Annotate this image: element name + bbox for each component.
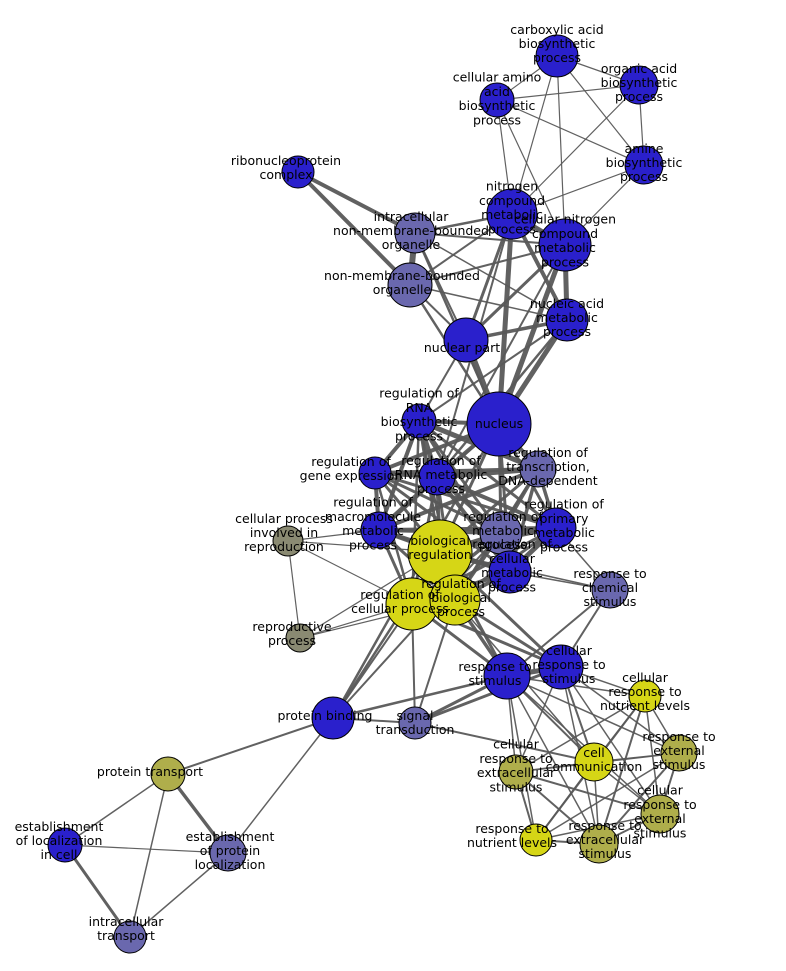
- graph-node-regulation-of-rna-biosynthetic-process[interactable]: [401, 403, 437, 439]
- graph-edge: [409, 284, 568, 321]
- graph-node-reproductive-process[interactable]: [285, 623, 315, 653]
- graph-edge: [129, 773, 169, 938]
- graph-node-regulation-of-rna-metabolic-process[interactable]: [418, 458, 456, 496]
- graph-node-cellular-process-involved-in-reproduction[interactable]: [272, 525, 304, 557]
- graph-node-regulation-of-macromolecule-metabolic-process[interactable]: [360, 511, 398, 549]
- graph-node-nucleic-acid-metabolic-process[interactable]: [545, 298, 589, 342]
- graph-node-regulation-of-metabolic-process[interactable]: [479, 511, 523, 555]
- graph-node-establishment-of-localization-in-cell[interactable]: [47, 827, 83, 863]
- graph-node-response-to-chemical-stimulus[interactable]: [591, 571, 629, 609]
- graph-edge: [598, 752, 680, 845]
- graph-node-cellular-response-to-external-stimulus[interactable]: [640, 794, 680, 834]
- graph-edge: [296, 170, 417, 235]
- graph-node-nucleus[interactable]: [466, 391, 532, 457]
- graph-edge: [515, 695, 646, 773]
- graph-edge: [418, 319, 568, 422]
- graph-edge: [598, 695, 646, 845]
- graph-node-cellular-response-to-extracellular-stimulus[interactable]: [498, 754, 534, 790]
- graph-node-response-to-stimulus[interactable]: [483, 652, 531, 700]
- graph-node-nuclear-part[interactable]: [443, 317, 489, 363]
- graph-edge: [296, 170, 412, 287]
- graph-edge: [413, 665, 563, 725]
- graph-edge: [506, 675, 600, 845]
- graph-node-response-to-extracellular-stimulus[interactable]: [579, 824, 619, 864]
- graph-node-intracellular-non-membrane-bounded-organelle[interactable]: [394, 212, 436, 254]
- nodes-layer[interactable]: [47, 34, 698, 954]
- graph-node-non-membrane-bounded-organelle[interactable]: [387, 262, 433, 308]
- graph-node-nitrogen-compound-metabolic-process[interactable]: [486, 188, 538, 240]
- graph-node-regulation-of-gene-expression[interactable]: [358, 456, 392, 490]
- graph-edge: [64, 773, 169, 846]
- graph-node-regulation-of-cellular-metabolic-process[interactable]: [488, 550, 532, 594]
- graph-node-cellular-response-to-stimulus[interactable]: [538, 644, 584, 690]
- graph-edge: [64, 844, 229, 854]
- graph-node-response-to-nutrient-levels[interactable]: [519, 823, 553, 857]
- graph-edge: [644, 695, 661, 815]
- graph-edge: [414, 232, 568, 321]
- edges-layer: [63, 55, 680, 939]
- graph-edge: [287, 540, 301, 639]
- graph-node-protein-binding[interactable]: [311, 696, 355, 740]
- graph-node-organic-acid-biosynthetic-process[interactable]: [619, 65, 659, 105]
- graph-edge: [496, 211, 515, 427]
- graph-node-signal-transduction[interactable]: [398, 706, 432, 740]
- graph-edge: [496, 99, 645, 166]
- graph-edge: [331, 674, 509, 720]
- graph-edge: [227, 717, 334, 854]
- graph-edge: [511, 84, 640, 215]
- graph-node-label: protein transport: [97, 764, 203, 779]
- graph-edge: [414, 722, 595, 763]
- graph-node-amine-biosynthetic-process[interactable]: [624, 145, 664, 185]
- graph-node-ribonucleoprotein-complex[interactable]: [281, 155, 315, 189]
- graph-edge: [535, 752, 680, 841]
- graph-node-cellular-response-to-nutrient-levels[interactable]: [628, 679, 662, 713]
- graph-edge: [496, 99, 566, 246]
- graph-edge: [129, 852, 229, 938]
- graph-edge: [556, 55, 566, 246]
- graph-node-response-to-external-stimulus[interactable]: [660, 734, 698, 772]
- graph-node-cellular-nitrogen-compound-metabolic-process[interactable]: [538, 218, 592, 272]
- graph-node-biological-regulation[interactable]: [407, 519, 473, 585]
- graph-edge: [556, 55, 645, 166]
- graph-node-intracellular-transport[interactable]: [113, 920, 147, 954]
- graph-node-carboxylic-acid-biosynthetic-process[interactable]: [535, 34, 579, 78]
- graph-node-cellular-amino-acid-biosynthetic-process[interactable]: [479, 82, 515, 118]
- graph-edge: [63, 843, 132, 939]
- graph-edge: [496, 84, 640, 101]
- graph-edge: [506, 675, 661, 815]
- graph-node-protein-transport[interactable]: [150, 756, 186, 792]
- graph-node-regulation-of-primary-metabolic-process[interactable]: [535, 507, 577, 549]
- graph-edge: [511, 55, 558, 215]
- graph-node-regulation-of-biological-process[interactable]: [429, 574, 481, 626]
- graph-edge: [435, 475, 558, 530]
- graph-node-cell-communication[interactable]: [574, 742, 614, 782]
- graph-edge: [167, 717, 334, 775]
- graph-edge: [515, 771, 661, 815]
- graph-node-establishment-of-protein-localization[interactable]: [209, 834, 247, 872]
- graph-node-regulation-of-transcription-dna-dependent[interactable]: [519, 450, 557, 488]
